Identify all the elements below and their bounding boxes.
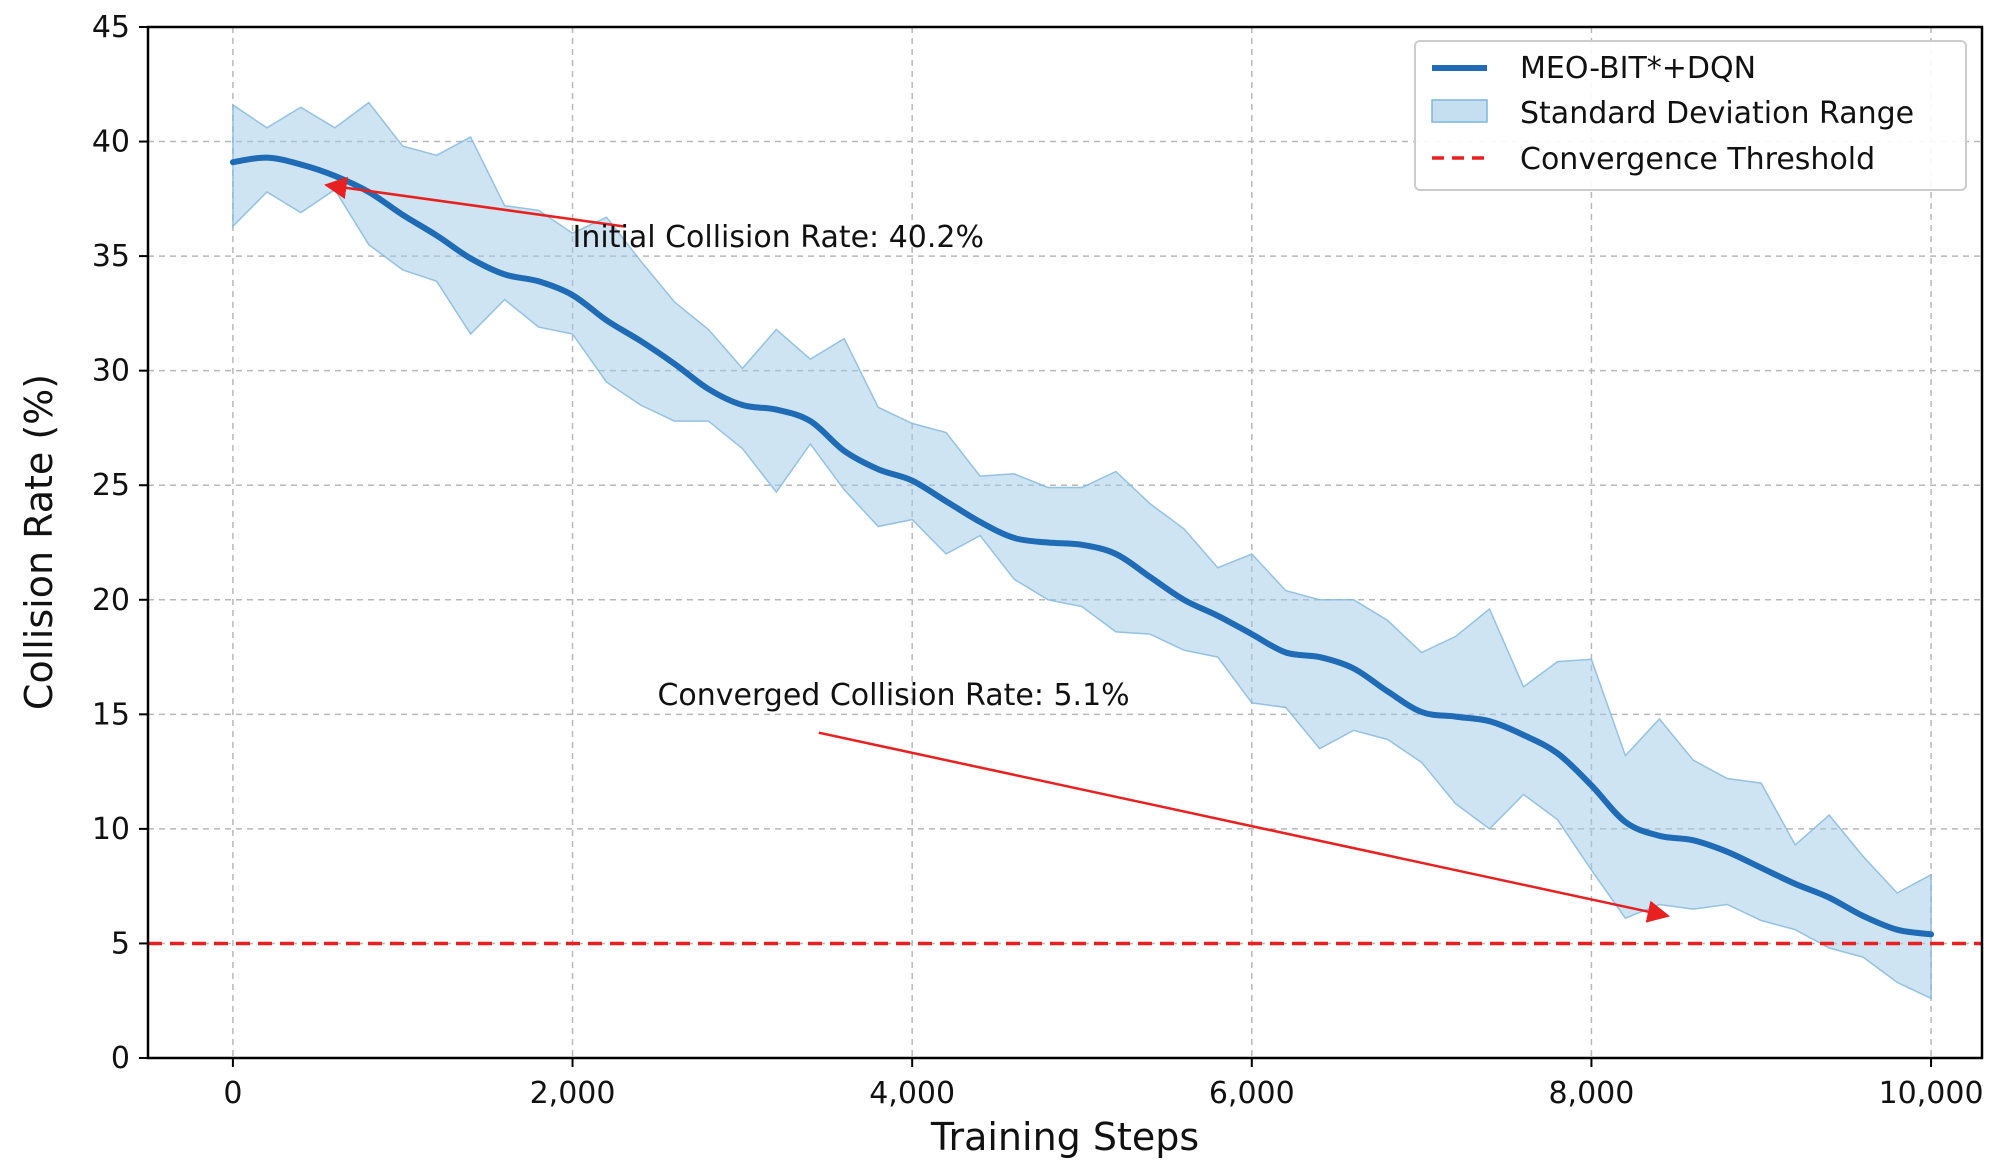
y-tick-label: 45 xyxy=(92,10,130,45)
y-tick-label: 15 xyxy=(92,697,130,732)
std-deviation-band xyxy=(232,101,1932,1000)
series-line-meo-bit-dqn xyxy=(229,154,1935,938)
plot-frame xyxy=(146,25,1984,1060)
annotation-arrow xyxy=(324,176,624,228)
x-tick-label: 6,000 xyxy=(1209,1076,1295,1111)
legend: MEO-BIT*+DQN Standard Deviation Range Co… xyxy=(1414,40,1967,191)
series-line-layer xyxy=(229,154,1935,938)
legend-band-swatch xyxy=(1431,99,1488,123)
y-tick-label: 10 xyxy=(92,812,130,847)
y-tick-label: 40 xyxy=(92,125,130,160)
x-axis-title: Training Steps xyxy=(930,1115,1199,1159)
x-tick-label: 8,000 xyxy=(1548,1076,1634,1111)
legend-box xyxy=(1414,40,1967,191)
x-tick-label: 2,000 xyxy=(530,1076,616,1111)
x-tick-label: 10,000 xyxy=(1879,1076,1984,1111)
x-tick-label: 0 xyxy=(223,1076,242,1111)
y-tick-label: 20 xyxy=(92,583,130,618)
y-axis-title: Collision Rate (%) xyxy=(17,374,61,710)
y-tick-label: 0 xyxy=(111,1041,130,1076)
x-axis-ticks: 0 2,000 4,000 6,000 8,000 10,000 xyxy=(223,1058,1984,1111)
annotation-layer: Initial Collision Rate: 40.2% Converged C… xyxy=(324,176,1671,923)
y-tick-label: 30 xyxy=(92,354,130,389)
x-tick-label: 4,000 xyxy=(869,1076,955,1111)
y-tick-label: 25 xyxy=(92,468,130,503)
legend-entry-band: Standard Deviation Range xyxy=(1520,96,1914,131)
std-band-layer xyxy=(232,101,1932,1000)
legend-entry-series: MEO-BIT*+DQN xyxy=(1520,51,1756,86)
y-axis-ticks: 0 5 10 15 20 25 30 35 40 45 xyxy=(92,10,148,1076)
annotation-label: Converged Collision Rate: 5.1% xyxy=(657,678,1129,713)
y-tick-label: 5 xyxy=(111,926,130,961)
annotation-arrow xyxy=(818,731,1671,923)
legend-entry-threshold: Convergence Threshold xyxy=(1520,142,1875,177)
annotation-label: Initial Collision Rate: 40.2% xyxy=(573,220,984,255)
y-tick-label: 35 xyxy=(92,239,130,274)
